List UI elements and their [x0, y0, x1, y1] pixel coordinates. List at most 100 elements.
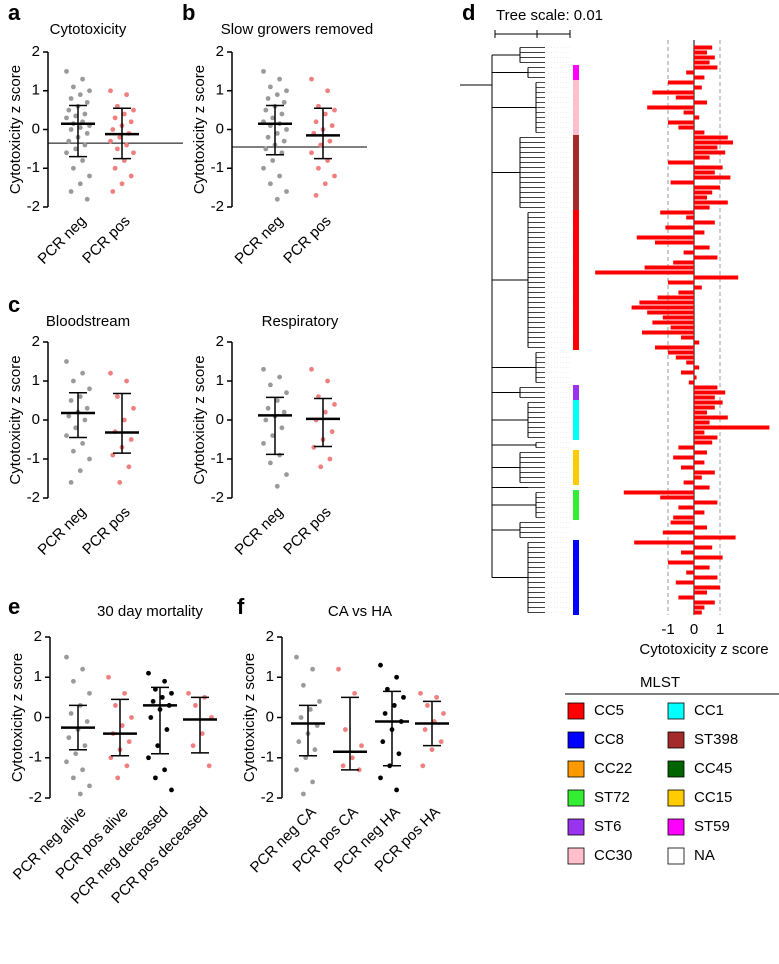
data-point: [261, 68, 266, 74]
data-point: [80, 666, 85, 672]
data-point: [420, 763, 426, 769]
legend-swatch: [567, 847, 585, 865]
data-point: [274, 196, 280, 202]
y-tick-label: -2: [27, 198, 40, 215]
data-point: [77, 394, 83, 399]
data-point: [261, 165, 266, 171]
data-point: [108, 370, 113, 376]
chart-title: CA vs HA: [328, 603, 392, 620]
y-tick-label: 2: [216, 43, 224, 60]
data-point: [312, 747, 318, 753]
bar: [694, 100, 707, 105]
bar: [694, 65, 718, 70]
data-point: [310, 779, 315, 785]
legend-swatch: [667, 731, 685, 749]
x-tick-label: PCR neg: [35, 504, 90, 559]
data-point: [270, 158, 276, 163]
data-point: [68, 127, 74, 132]
data-point: [309, 150, 314, 156]
bar: [694, 600, 715, 605]
bar: [668, 160, 694, 165]
bar: [670, 520, 694, 525]
bar: [668, 560, 694, 565]
x-tick-label: PCR neg: [232, 213, 287, 268]
y-tick-label: -2: [27, 489, 40, 506]
data-point: [110, 189, 116, 194]
data-point: [87, 783, 92, 789]
bar: [683, 110, 694, 115]
data-point: [77, 125, 83, 130]
data-point: [359, 743, 364, 749]
data-point: [87, 88, 92, 94]
data-point: [309, 366, 314, 372]
y-tick-label: 0: [216, 411, 224, 428]
panel-label: e: [8, 594, 20, 619]
data-point: [307, 707, 313, 712]
bar: [662, 315, 694, 320]
data-point: [281, 99, 287, 105]
legend-label: CC15: [694, 789, 732, 806]
y-tick-label: -2: [211, 198, 224, 215]
bar: [668, 350, 694, 355]
bar: [694, 385, 718, 390]
data-point: [124, 763, 130, 769]
chart-title: Respiratory: [262, 313, 339, 330]
data-point: [311, 444, 317, 450]
data-point: [332, 107, 337, 113]
data-point: [115, 775, 121, 781]
bar: [694, 130, 705, 135]
bar: [673, 515, 694, 520]
data-point: [148, 715, 154, 720]
x-tick-label: 0: [690, 621, 698, 638]
data-point: [263, 107, 269, 113]
bar: [694, 205, 710, 210]
data-point: [329, 123, 335, 129]
data-point: [71, 165, 76, 171]
data-point: [64, 359, 69, 364]
legend-swatch: [567, 702, 585, 720]
data-point: [301, 791, 306, 797]
bar: [668, 120, 694, 125]
y-tick-label: 0: [216, 120, 224, 137]
bar: [694, 45, 713, 50]
data-point: [265, 96, 271, 101]
data-point: [68, 480, 74, 485]
y-axis-label: Cytotoxicity z score: [241, 653, 258, 782]
legend-label: CC5: [594, 702, 624, 719]
legend-label: CC8: [594, 731, 624, 748]
data-point: [313, 192, 319, 198]
data-point: [87, 173, 92, 179]
clade-strip: [573, 520, 579, 540]
clade-strip: [573, 210, 579, 350]
bar: [694, 195, 707, 200]
data-point: [263, 146, 269, 152]
data-point: [317, 699, 322, 704]
x-tick-label: PCR neg: [35, 213, 90, 268]
data-point: [77, 181, 83, 187]
data-point: [80, 370, 85, 376]
data-point: [128, 119, 134, 125]
data-point: [112, 115, 118, 121]
data-point: [277, 452, 282, 458]
panel-label: c: [8, 292, 20, 317]
data-point: [284, 189, 289, 194]
data-point: [349, 755, 355, 761]
bar: [678, 595, 694, 600]
data-point: [441, 711, 446, 716]
data-point: [64, 115, 69, 121]
data-point: [66, 138, 72, 144]
data-point: [438, 739, 444, 745]
bar: [694, 55, 715, 60]
bar: [681, 465, 694, 470]
data-point: [146, 670, 151, 676]
y-tick-label: -1: [211, 450, 224, 467]
data-point: [268, 382, 273, 388]
y-tick-label: 1: [34, 668, 42, 685]
data-point: [129, 715, 134, 720]
bar: [660, 495, 694, 500]
data-point: [73, 425, 79, 431]
data-point: [84, 719, 90, 724]
bar: [681, 550, 694, 555]
data-point: [340, 763, 346, 769]
bar: [655, 240, 694, 245]
